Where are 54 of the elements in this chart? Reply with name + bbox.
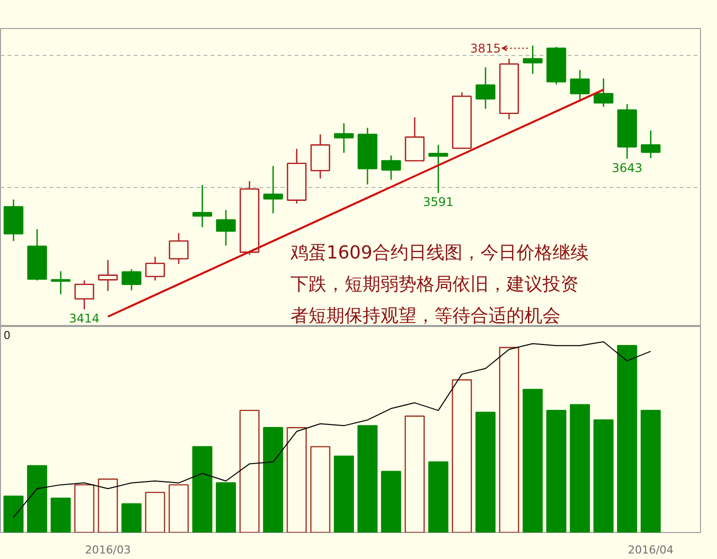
bar <box>27 465 48 532</box>
candlestick <box>476 66 496 110</box>
bar <box>428 461 448 532</box>
candlestick <box>570 69 590 102</box>
bar <box>570 404 590 532</box>
bar <box>334 456 354 532</box>
candlestick <box>122 268 142 291</box>
bar <box>121 503 142 532</box>
bar <box>145 492 166 532</box>
candlestick <box>192 184 212 228</box>
candlestick <box>381 154 401 180</box>
bar <box>640 410 661 532</box>
annotation: 0 <box>4 329 10 342</box>
candlestick <box>594 78 614 108</box>
bar <box>404 416 425 532</box>
candlestick <box>263 165 283 214</box>
annotation: 3643 <box>612 160 642 175</box>
candlestick <box>334 122 354 154</box>
candlestick <box>640 130 661 159</box>
bar <box>475 412 496 532</box>
bar <box>499 346 520 532</box>
candlestick <box>522 44 543 75</box>
candlestick <box>428 144 448 194</box>
bar <box>617 344 638 532</box>
bar <box>522 388 543 532</box>
bar <box>74 484 94 532</box>
bar <box>263 426 284 532</box>
annotation: 3591 <box>423 194 454 209</box>
bar <box>50 498 71 532</box>
candlestick <box>216 209 236 246</box>
candlestick <box>168 232 189 265</box>
annotation: 3414 <box>69 311 100 326</box>
x-tick-label: 2016/03 <box>85 544 131 556</box>
bar <box>239 410 260 532</box>
candlestick <box>98 259 118 292</box>
x-tick-label: 2016/04 <box>628 544 674 556</box>
bar <box>310 446 330 532</box>
candlestick <box>404 116 425 162</box>
bar <box>98 478 118 532</box>
bar <box>3 496 24 532</box>
bar <box>286 426 307 532</box>
candlestick <box>145 256 165 282</box>
bar <box>381 470 402 532</box>
bar <box>192 446 212 532</box>
bar <box>168 484 189 532</box>
bar <box>593 419 614 532</box>
bar <box>216 482 236 532</box>
bar <box>357 425 378 532</box>
bar <box>546 410 566 532</box>
candlestick <box>74 280 94 310</box>
candlestick <box>50 270 71 295</box>
annotation: 3815 <box>470 42 501 56</box>
bar <box>452 379 472 532</box>
annotation: 鸡蛋1609合约日线图，今日价格继续下跌，短期弱势格局依旧，建议投资者短期保持观望，等待合适的机会 <box>290 242 588 326</box>
